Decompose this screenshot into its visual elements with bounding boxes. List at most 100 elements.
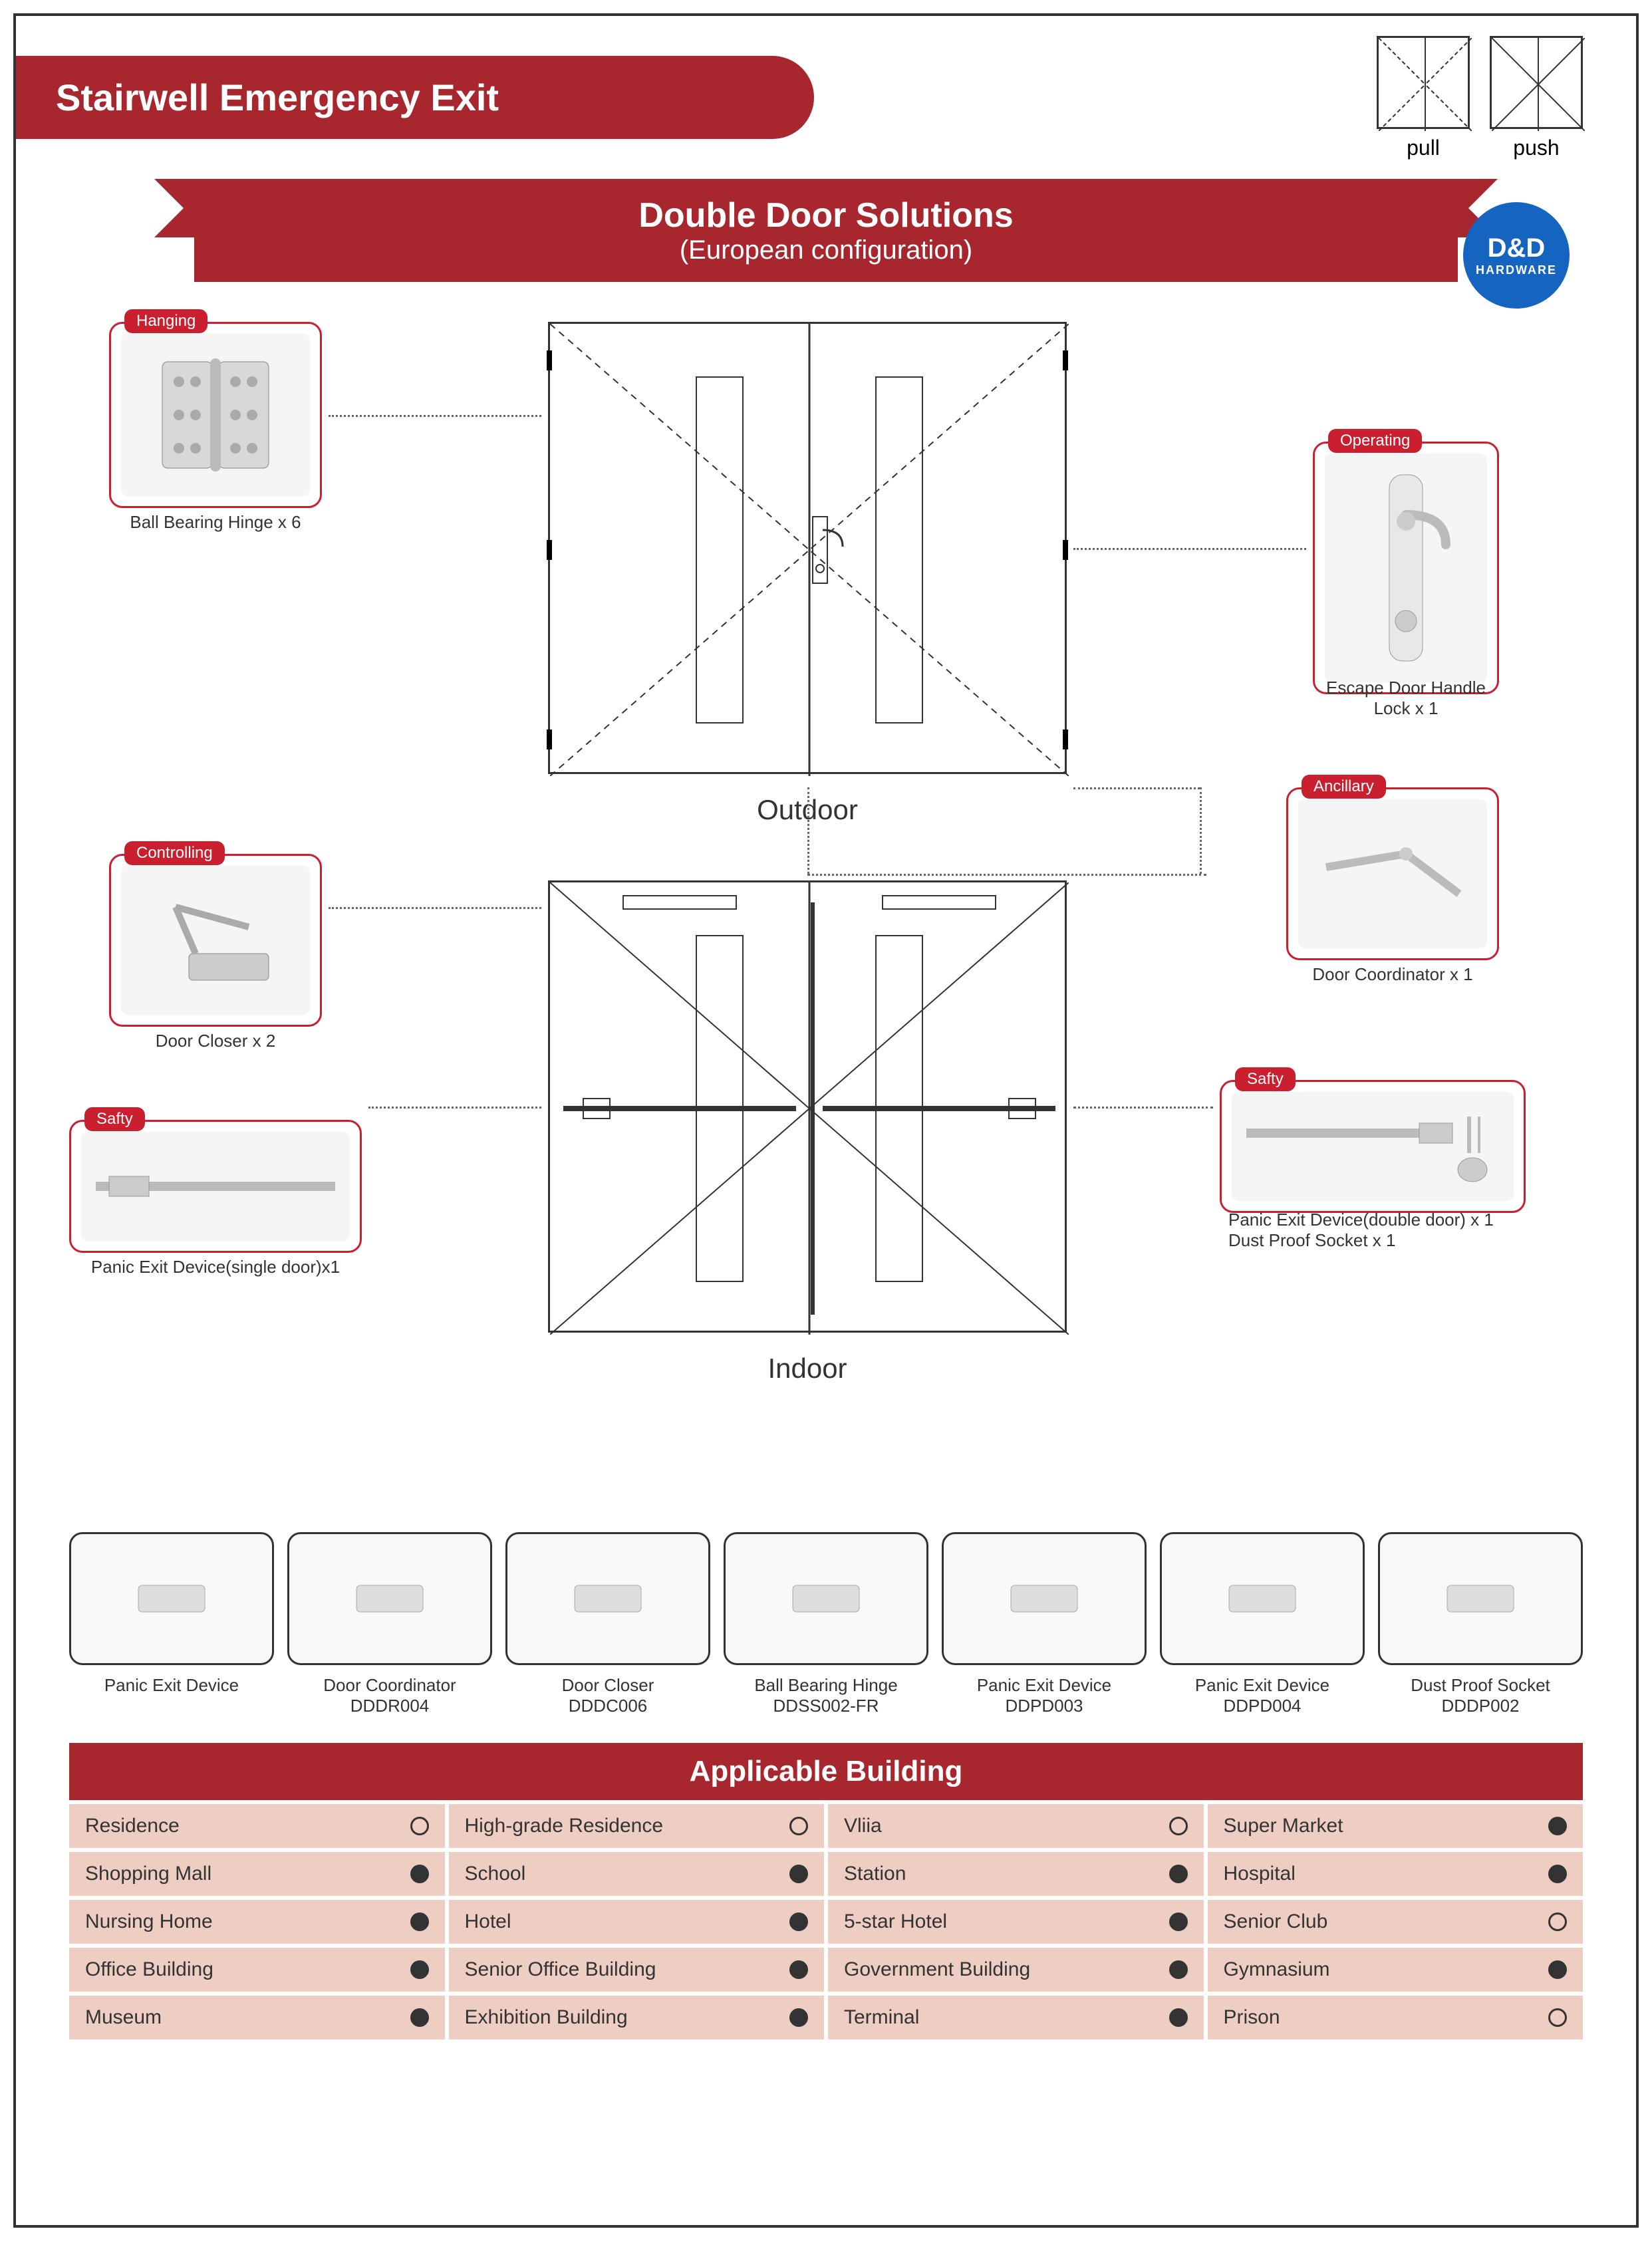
applicable-label: Gymnasium bbox=[1224, 1958, 1330, 1981]
applicable-marker bbox=[1548, 1912, 1567, 1931]
header-title: Stairwell Emergency Exit bbox=[16, 56, 814, 139]
applicable-cell: Vliia bbox=[828, 1804, 1204, 1848]
thumb-image bbox=[1160, 1532, 1365, 1665]
applicable-cell: School bbox=[449, 1852, 825, 1896]
applicable-cell: Government Building bbox=[828, 1948, 1204, 1992]
push-box: push bbox=[1490, 36, 1583, 160]
page: pull push Stairwell Emergency Exit Doubl… bbox=[13, 13, 1639, 2228]
thumb-name: Door Coordinator bbox=[287, 1675, 492, 1696]
thumb-name: Dust Proof Socket bbox=[1378, 1675, 1583, 1696]
banner-title: Double Door Solutions bbox=[194, 196, 1458, 235]
coordinator-icon bbox=[1298, 799, 1487, 948]
door-outdoor bbox=[548, 322, 1067, 774]
thumbnail: Door CloserDDDC006 bbox=[505, 1532, 710, 1716]
thumb-name: Ball Bearing Hinge bbox=[724, 1675, 928, 1696]
caption-hanging: Ball Bearing Hinge x 6 bbox=[111, 512, 320, 533]
applicable-marker bbox=[410, 1817, 429, 1835]
applicable-marker bbox=[410, 1960, 429, 1979]
pull-push-legend: pull push bbox=[1377, 36, 1583, 160]
applicable-marker bbox=[1548, 1817, 1567, 1835]
applicable-cell: Hospital bbox=[1208, 1852, 1583, 1896]
applicable-cell: Terminal bbox=[828, 1996, 1204, 2040]
applicable-label: Vliia bbox=[844, 1815, 882, 1837]
applicable-cell: Exhibition Building bbox=[449, 1996, 825, 2040]
applicable-section: Applicable Building ResidenceHigh-grade … bbox=[69, 1743, 1583, 2040]
applicable-marker bbox=[1169, 1865, 1188, 1883]
thumb-image bbox=[287, 1532, 492, 1665]
banner-body: Double Door Solutions (European configur… bbox=[194, 179, 1458, 282]
tag-safty-left: Safty bbox=[84, 1107, 145, 1131]
applicable-cell: Station bbox=[828, 1852, 1204, 1896]
thumb-name: Door Closer bbox=[505, 1675, 710, 1696]
door-closer-icon bbox=[121, 866, 310, 1015]
thumbnail: Panic Exit DeviceDDPD003 bbox=[942, 1532, 1147, 1716]
pull-label: pull bbox=[1377, 136, 1470, 160]
applicable-label: Residence bbox=[85, 1815, 180, 1837]
thumb-image bbox=[505, 1532, 710, 1665]
pull-box: pull bbox=[1377, 36, 1470, 160]
thumb-code: DDPD003 bbox=[942, 1696, 1147, 1716]
banner: Double Door Solutions (European configur… bbox=[194, 179, 1458, 282]
main-diagram: Outdoor Indoor Hanging bbox=[69, 309, 1583, 1506]
caption-safty-left: Panic Exit Device(single door)x1 bbox=[71, 1257, 360, 1277]
brand-logo: D&D HARDWARE bbox=[1463, 202, 1570, 309]
applicable-label: Senior Office Building bbox=[465, 1958, 656, 1981]
connector bbox=[807, 874, 1206, 876]
applicable-cell: Gymnasium bbox=[1208, 1948, 1583, 1992]
applicable-label: Shopping Mall bbox=[85, 1863, 211, 1885]
pull-diagram bbox=[1377, 36, 1470, 129]
callout-controlling: Controlling Door Closer x 2 bbox=[109, 854, 322, 1027]
applicable-marker bbox=[410, 1865, 429, 1883]
connector bbox=[1200, 787, 1202, 874]
thumb-name: Panic Exit Device bbox=[1160, 1675, 1365, 1696]
caption-safty-right-2: Dust Proof Socket x 1 bbox=[1228, 1230, 1524, 1251]
thumbnail-row: Panic Exit Device Door CoordinatorDDDR004… bbox=[69, 1532, 1583, 1716]
tag-operating: Operating bbox=[1328, 429, 1422, 453]
applicable-marker bbox=[1169, 2008, 1188, 2027]
door-indoor bbox=[548, 880, 1067, 1333]
logo-bottom: HARDWARE bbox=[1476, 263, 1557, 277]
handle-lock-icon bbox=[1325, 454, 1487, 682]
thumbnail: Door CoordinatorDDDR004 bbox=[287, 1532, 492, 1716]
applicable-label: Hospital bbox=[1224, 1863, 1296, 1885]
thumbnail: Panic Exit Device bbox=[69, 1532, 274, 1716]
applicable-label: Super Market bbox=[1224, 1815, 1343, 1837]
banner-subtitle: (European configuration) bbox=[194, 235, 1458, 265]
callout-ancillary: Ancillary Door Coordinator x 1 bbox=[1286, 787, 1499, 960]
callout-safty-right: Safty Panic Exit Device(double door) x 1… bbox=[1220, 1080, 1526, 1213]
applicable-marker bbox=[1169, 1912, 1188, 1931]
connector bbox=[329, 415, 541, 417]
applicable-label: Nursing Home bbox=[85, 1911, 213, 1933]
callout-operating: Operating Escape Door Handle Lock x 1 bbox=[1313, 442, 1499, 694]
applicable-label: 5-star Hotel bbox=[844, 1911, 947, 1933]
applicable-label: School bbox=[465, 1863, 526, 1885]
applicable-marker bbox=[1169, 1817, 1188, 1835]
thumb-code: DDDC006 bbox=[505, 1696, 710, 1716]
applicable-marker bbox=[789, 1817, 808, 1835]
applicable-cell: Residence bbox=[69, 1804, 445, 1848]
thumb-code: DDDP002 bbox=[1378, 1696, 1583, 1716]
applicable-label: Terminal bbox=[844, 2006, 919, 2029]
applicable-grid: Residence High-grade Residence Vliia Super … bbox=[69, 1804, 1583, 2040]
applicable-marker bbox=[789, 1960, 808, 1979]
applicable-cell: Office Building bbox=[69, 1948, 445, 1992]
tag-safty-right: Safty bbox=[1235, 1067, 1296, 1091]
applicable-cell: Prison bbox=[1208, 1996, 1583, 2040]
thumb-name: Panic Exit Device bbox=[942, 1675, 1147, 1696]
thumb-image bbox=[724, 1532, 928, 1665]
applicable-marker bbox=[1548, 1865, 1567, 1883]
thumb-code: DDDR004 bbox=[287, 1696, 492, 1716]
callout-safty-left: Safty Panic Exit Device(single door)x1 bbox=[69, 1120, 362, 1253]
applicable-marker bbox=[789, 1912, 808, 1931]
caption-operating: Escape Door Handle Lock x 1 bbox=[1315, 678, 1497, 719]
applicable-marker bbox=[789, 1865, 808, 1883]
applicable-label: Senior Club bbox=[1224, 1911, 1328, 1933]
hinge-icon bbox=[121, 334, 310, 496]
thumb-name: Panic Exit Device bbox=[69, 1675, 274, 1696]
callout-hanging: Hanging Ball Bearing Hinge x 6 bbox=[109, 322, 322, 508]
applicable-cell: High-grade Residence bbox=[449, 1804, 825, 1848]
caption-safty-right: Panic Exit Device(double door) x 1 Dust … bbox=[1222, 1210, 1524, 1251]
thumb-code: DDSS002-FR bbox=[724, 1696, 928, 1716]
indoor-label: Indoor bbox=[741, 1353, 874, 1384]
applicable-label: Office Building bbox=[85, 1958, 213, 1981]
